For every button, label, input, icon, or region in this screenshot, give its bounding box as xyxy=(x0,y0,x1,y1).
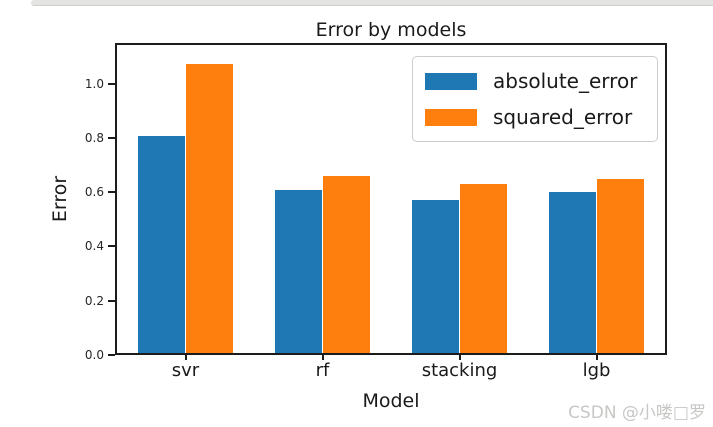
x-tick-mark xyxy=(184,353,187,360)
y-tick-mark xyxy=(108,82,115,85)
y-tick-label: 0.6 xyxy=(84,185,104,200)
plot-area: absolute_error squared_error xyxy=(115,43,667,355)
bar-absolute_error-lgb xyxy=(548,192,597,353)
x-tick-mark xyxy=(595,353,598,360)
x-tick-label-stacking: stacking xyxy=(421,360,498,381)
legend-item-absolute-error: absolute_error xyxy=(425,66,645,96)
legend-label-absolute-error: absolute_error xyxy=(493,69,638,93)
csdn-watermark: CSDN @小喽□罗 xyxy=(568,403,706,423)
x-tick-marks xyxy=(117,353,665,360)
legend-item-squared-error: squared_error xyxy=(425,102,645,132)
bar-squared_error-stacking xyxy=(459,184,508,353)
y-tick-label: 0.4 xyxy=(84,239,104,254)
bar-absolute_error-stacking xyxy=(411,200,460,353)
x-axis-label: Model xyxy=(362,390,420,412)
x-tick-label-lgb: lgb xyxy=(582,360,611,381)
y-tick-mark xyxy=(108,191,115,194)
y-tick-label: 1.0 xyxy=(84,76,104,91)
legend-swatch-absolute-error xyxy=(425,72,477,90)
legend-label-squared-error: squared_error xyxy=(493,105,633,129)
legend: absolute_error squared_error xyxy=(412,56,658,142)
legend-swatch-squared-error xyxy=(425,108,477,126)
x-tick-label-rf: rf xyxy=(315,360,330,381)
y-tick-mark xyxy=(108,354,115,356)
y-tick-label: 0.8 xyxy=(84,130,104,145)
x-tick-labels: svr rf stacking lgb xyxy=(117,360,665,384)
chart-title: Error by models xyxy=(315,19,467,41)
y-tick-label: 0.2 xyxy=(84,293,104,308)
bar-squared_error-rf xyxy=(322,176,371,353)
bar-absolute_error-svr xyxy=(137,136,186,353)
y-tick-labels: 0.0 0.2 0.4 0.6 0.8 1.0 xyxy=(58,43,104,362)
y-tick-mark xyxy=(108,299,115,302)
x-tick-mark xyxy=(458,353,461,360)
y-tick-mark xyxy=(108,245,115,248)
x-tick-mark xyxy=(321,353,324,360)
bar-squared_error-lgb xyxy=(596,178,645,353)
y-tick-marks xyxy=(108,43,115,356)
y-tick-label: 0.0 xyxy=(84,348,104,362)
bar-squared_error-svr xyxy=(185,63,234,353)
horizontal-scrollbar[interactable] xyxy=(31,0,713,6)
y-tick-mark xyxy=(108,136,115,139)
bar-absolute_error-rf xyxy=(274,189,323,353)
x-tick-label-svr: svr xyxy=(171,360,200,381)
